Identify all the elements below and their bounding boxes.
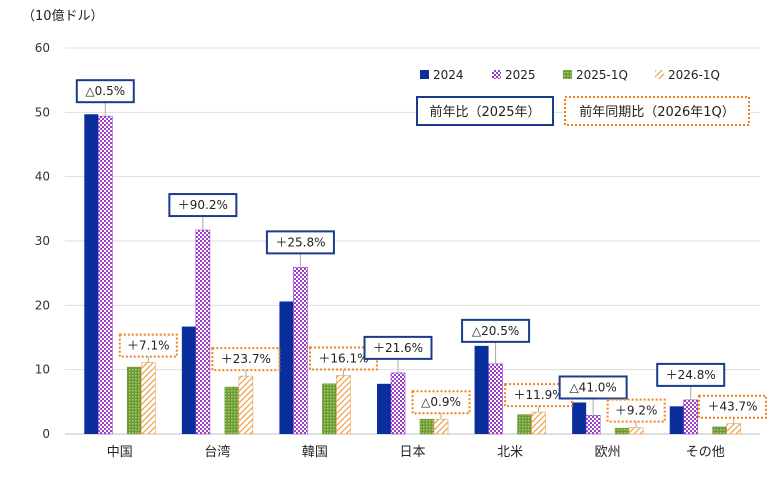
q1-growth-box <box>698 394 767 419</box>
legend-label-2026-1q: 2026-1Q <box>668 68 720 82</box>
annual-growth-label: ＋21.6% <box>373 341 423 355</box>
q1-growth-label: ＋9.2% <box>615 404 658 418</box>
annual-growth-box <box>558 375 628 400</box>
y-tick-label: 60 <box>35 41 50 55</box>
annual-growth-box <box>168 193 238 218</box>
legend-label-2025-1q: 2025-1Q <box>576 68 628 82</box>
category-label: 北米 <box>497 445 523 460</box>
bar-2026-1q <box>628 427 644 435</box>
legend-swatch-2025-1q <box>563 70 572 79</box>
category-label: その他 <box>686 445 725 460</box>
bar-2025-1q <box>224 386 240 435</box>
category-label: 欧州 <box>595 445 621 460</box>
q1-growth-label: ＋16.1% <box>318 351 368 365</box>
category-label: 日本 <box>399 445 425 460</box>
legend-label-2024: 2024 <box>433 68 464 82</box>
legend-box-q1 <box>564 96 750 126</box>
bar-2026-1q <box>433 418 449 435</box>
bar-2024 <box>279 301 294 434</box>
q1-growth-box <box>411 390 471 415</box>
bar-2025-1q <box>322 383 337 435</box>
q1-growth-box <box>606 398 666 423</box>
bar-2024 <box>181 326 196 434</box>
annual-growth-label: ＋24.8% <box>666 368 716 382</box>
bar-2026-1q <box>140 362 156 435</box>
x-axis-category-labels: 中国 台湾 韓国 日本 北米 欧州 その他 <box>107 444 725 460</box>
category-label: 台湾 <box>204 444 230 460</box>
y-tick-label: 20 <box>35 298 50 312</box>
annual-growth-box <box>75 79 135 104</box>
legend-swatch-2024 <box>420 70 429 79</box>
legend-label-2025: 2025 <box>505 68 536 82</box>
q1-growth-label: ＋23.7% <box>221 352 271 366</box>
bar-2024 <box>84 114 99 434</box>
bar-2025 <box>293 267 308 435</box>
legend-box-q1-text: 前年同期比（2026年1Q） <box>579 104 735 120</box>
bar-2025 <box>585 415 601 435</box>
annual-growth-box <box>265 230 335 255</box>
q1-growth-label: △0.9% <box>421 395 461 409</box>
bar-2025-1q <box>419 418 435 435</box>
bar-2025 <box>97 115 113 435</box>
bar-2026-1q <box>336 375 351 435</box>
bar-2025 <box>488 363 503 435</box>
category-label: 中国 <box>107 445 133 460</box>
y-tick-label: 40 <box>35 170 50 184</box>
legend-swatch-2026-1q <box>655 70 664 79</box>
bar-2024 <box>669 406 684 434</box>
annual-growth-label: ＋90.2% <box>178 198 228 212</box>
bars <box>84 114 742 435</box>
bar-2025 <box>195 229 211 435</box>
bar-2025-1q <box>126 366 142 435</box>
q1-growth-label: ＋43.7% <box>707 400 757 414</box>
q1-growth-box <box>118 333 178 358</box>
legend-swatch-2025 <box>492 70 501 79</box>
gridlines <box>65 47 760 435</box>
legend-box-annual <box>416 96 554 126</box>
annual-growth-box <box>656 362 726 387</box>
y-axis-tick-labels: 0 10 20 30 40 50 60 <box>35 41 50 441</box>
q1-growth-label: ＋7.1% <box>127 339 170 353</box>
annual-growth-label: △0.5% <box>85 84 125 98</box>
y-tick-label: 50 <box>35 105 50 119</box>
legend-box-annual-text: 前年比（2025年） <box>429 104 540 120</box>
bar-2026-1q <box>726 423 742 435</box>
bar-2025 <box>683 399 699 435</box>
y-tick-label: 10 <box>35 363 50 377</box>
category-label: 韓国 <box>302 445 328 460</box>
bar-2026-1q <box>531 411 546 435</box>
bar-2024 <box>474 345 489 434</box>
bar-2025-1q <box>712 426 728 435</box>
y-tick-label: 30 <box>35 234 50 248</box>
growth-annotations: △0.5% ＋7.1% ＋90.2% ＋23.7% ＋25.8% ＋16.1% ＋21.6%… <box>75 79 767 428</box>
unit-label: （10億ドル） <box>22 8 104 24</box>
annual-growth-label: ＋25.8% <box>275 235 325 249</box>
bar-2025-1q <box>517 414 532 435</box>
annual-growth-box <box>461 318 531 343</box>
legend: 2024 2025 2025-1Q 2026-1Q 前年比（2025年） 前年同… <box>416 68 750 126</box>
bar-2026-1q <box>238 375 254 435</box>
bar-2025-1q <box>614 427 630 435</box>
q1-growth-label: ＋11.9% <box>514 388 564 402</box>
q1-growth-box <box>211 347 281 372</box>
bar-2024 <box>377 383 391 434</box>
bar-2025 <box>390 372 406 435</box>
bar-2024 <box>572 402 587 434</box>
annual-growth-label: △20.5% <box>472 324 519 338</box>
y-tick-label: 0 <box>42 427 50 441</box>
annual-growth-label: △41.0% <box>569 380 616 394</box>
annual-growth-box <box>363 335 433 360</box>
